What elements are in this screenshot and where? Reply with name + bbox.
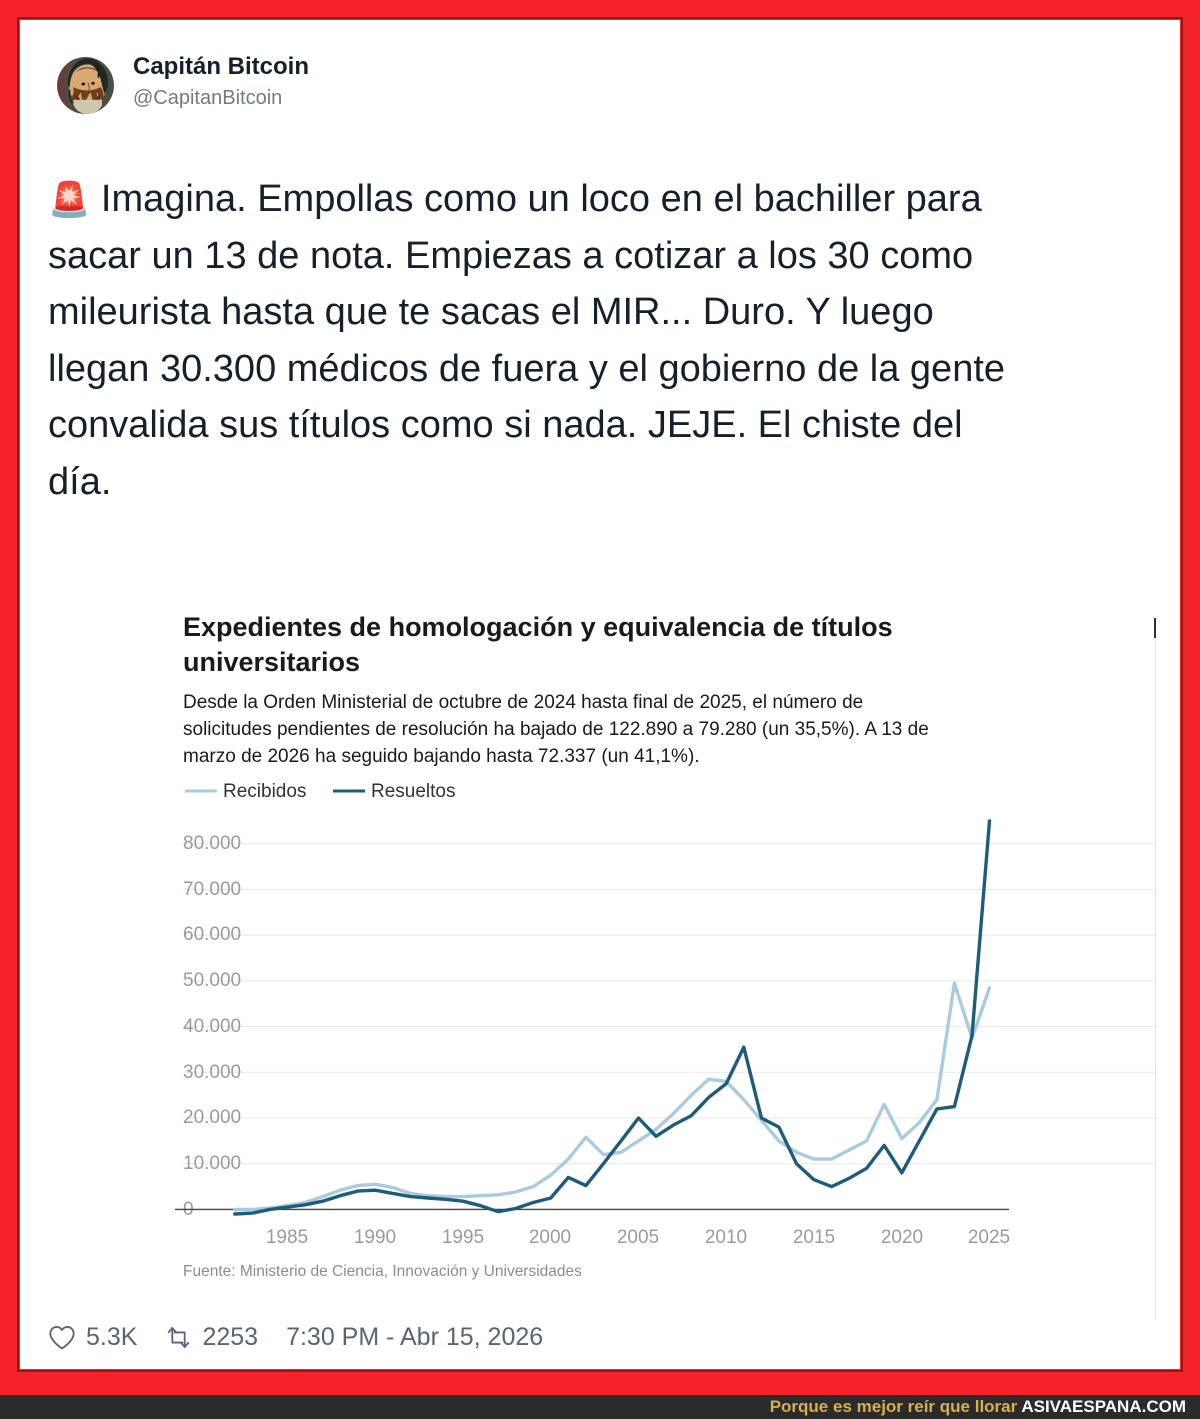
- svg-text:2020: 2020: [881, 1227, 923, 1248]
- svg-text:2000: 2000: [529, 1227, 571, 1248]
- svg-text:60.000: 60.000: [183, 924, 241, 945]
- svg-text:2015: 2015: [793, 1227, 835, 1248]
- svg-text:1990: 1990: [354, 1227, 396, 1248]
- svg-text:40.000: 40.000: [183, 1016, 241, 1037]
- svg-text:10.000: 10.000: [183, 1153, 241, 1174]
- svg-text:1985: 1985: [266, 1227, 308, 1248]
- svg-text:Resueltos: Resueltos: [371, 781, 456, 802]
- svg-text:Recibidos: Recibidos: [223, 781, 306, 802]
- svg-text:2010: 2010: [705, 1227, 747, 1248]
- svg-text:80.000: 80.000: [183, 833, 241, 854]
- svg-text:2005: 2005: [617, 1227, 659, 1248]
- svg-text:2025: 2025: [968, 1227, 1010, 1248]
- svg-text:30.000: 30.000: [183, 1062, 241, 1083]
- svg-text:70.000: 70.000: [183, 879, 241, 900]
- svg-text:50.000: 50.000: [183, 970, 241, 991]
- svg-text:20.000: 20.000: [183, 1107, 241, 1128]
- svg-text:1995: 1995: [442, 1227, 484, 1248]
